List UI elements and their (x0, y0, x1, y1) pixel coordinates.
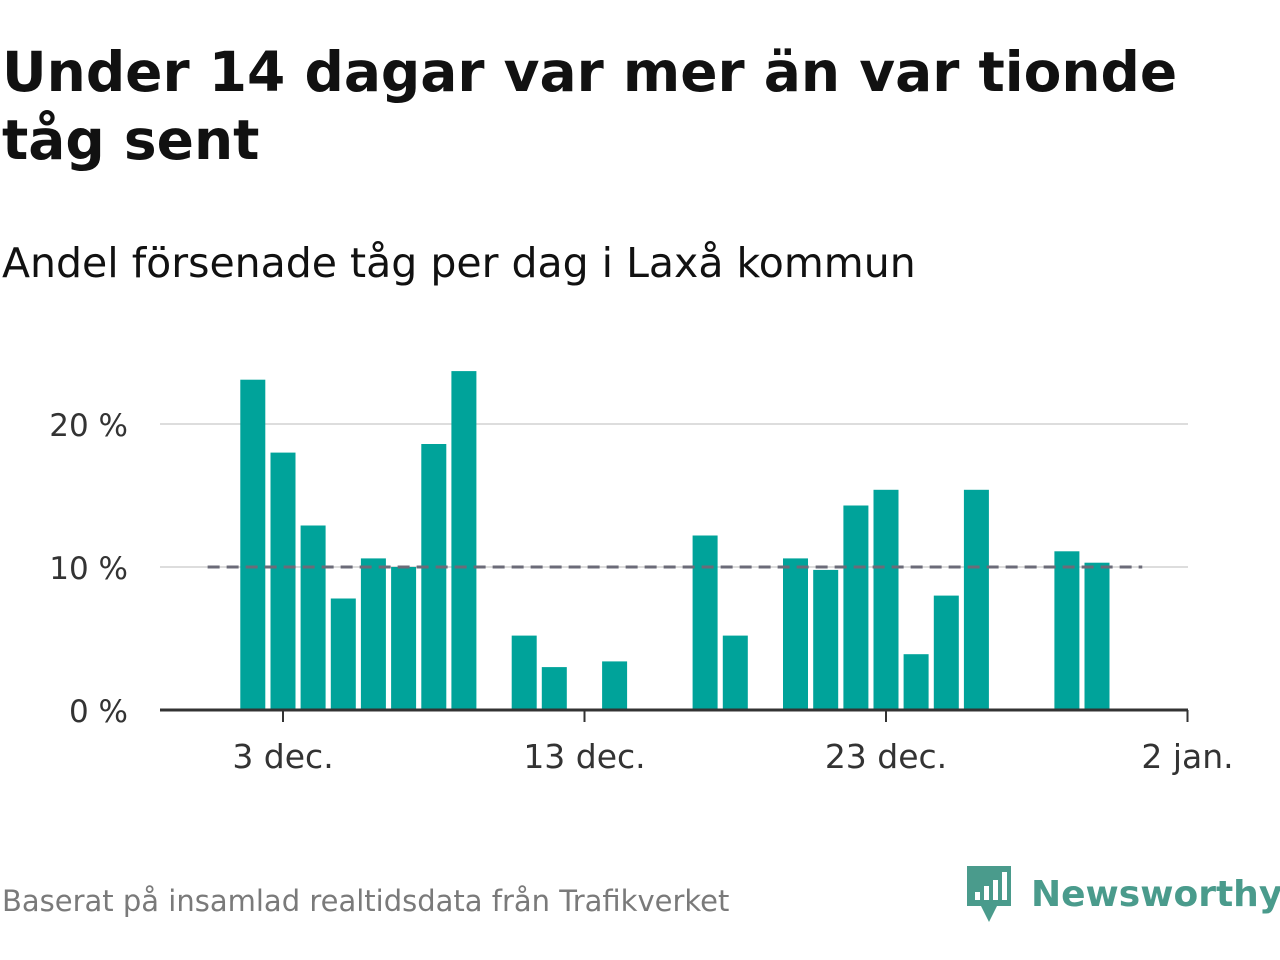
x-tick-label-2023-12-23: 23 dec. (825, 737, 947, 776)
bar-2023-12-18 (722, 635, 748, 710)
bar-2023-12-17 (692, 535, 718, 710)
x-tick-label-2023-12-13: 13 dec. (523, 737, 645, 776)
bar-2023-12-05 (330, 598, 356, 710)
bar-2023-12-26 (963, 489, 989, 710)
bar-2023-12-02 (240, 379, 266, 710)
bar-2023-12-09 (451, 371, 477, 710)
bar-2023-12-07 (391, 567, 417, 710)
brand-name: Newsworthy (1031, 873, 1280, 915)
y-tick-label-0: 0 % (69, 694, 128, 730)
bar-2023-12-29 (1054, 551, 1080, 710)
bar-2023-12-08 (421, 444, 447, 710)
bar-chart: 0 % 10 % 20 % 3 dec. 13 dec. 23 dec. 2 jan. (49, 371, 1234, 776)
chart-subtitle: Andel försenade tåg per dag i Laxå kommu… (2, 239, 916, 287)
brand-logo[interactable]: Newsworthy (963, 862, 1280, 926)
bar-2023-12-20 (783, 558, 808, 710)
source-note: Baserat på insamlad realtidsdata från Tr… (2, 884, 730, 918)
bar-2023-12-03 (270, 452, 296, 710)
bar-2023-12-14 (602, 661, 628, 710)
newsworthy-logo-icon (967, 866, 1011, 922)
bar-2023-12-30 (1084, 562, 1110, 710)
bar-series (240, 371, 1110, 710)
y-tick-label-10: 10 % (49, 551, 128, 587)
y-axis-ticks: 0 % 10 % 20 % (49, 408, 128, 730)
bar-2023-12-21 (813, 569, 839, 710)
bar-2023-12-04 (300, 525, 326, 710)
bar-2023-12-06 (360, 558, 386, 710)
bar-2023-12-25 (933, 595, 959, 710)
x-tick-label-2024-01-02: 2 jan. (1141, 737, 1233, 776)
bar-2023-12-12 (541, 667, 567, 710)
chart-title: Under 14 dagar var mer än var tionde tåg… (2, 40, 1178, 172)
x-axis-ticks: 3 dec. 13 dec. 23 dec. 2 jan. (232, 710, 1234, 776)
bar-2023-12-23 (873, 489, 899, 710)
bar-2023-12-22 (843, 505, 869, 710)
bar-2023-12-11 (511, 635, 537, 710)
x-tick-label-2023-12-03: 3 dec. (232, 737, 333, 776)
y-tick-label-20: 20 % (49, 408, 128, 444)
bar-2023-12-24 (903, 654, 929, 710)
